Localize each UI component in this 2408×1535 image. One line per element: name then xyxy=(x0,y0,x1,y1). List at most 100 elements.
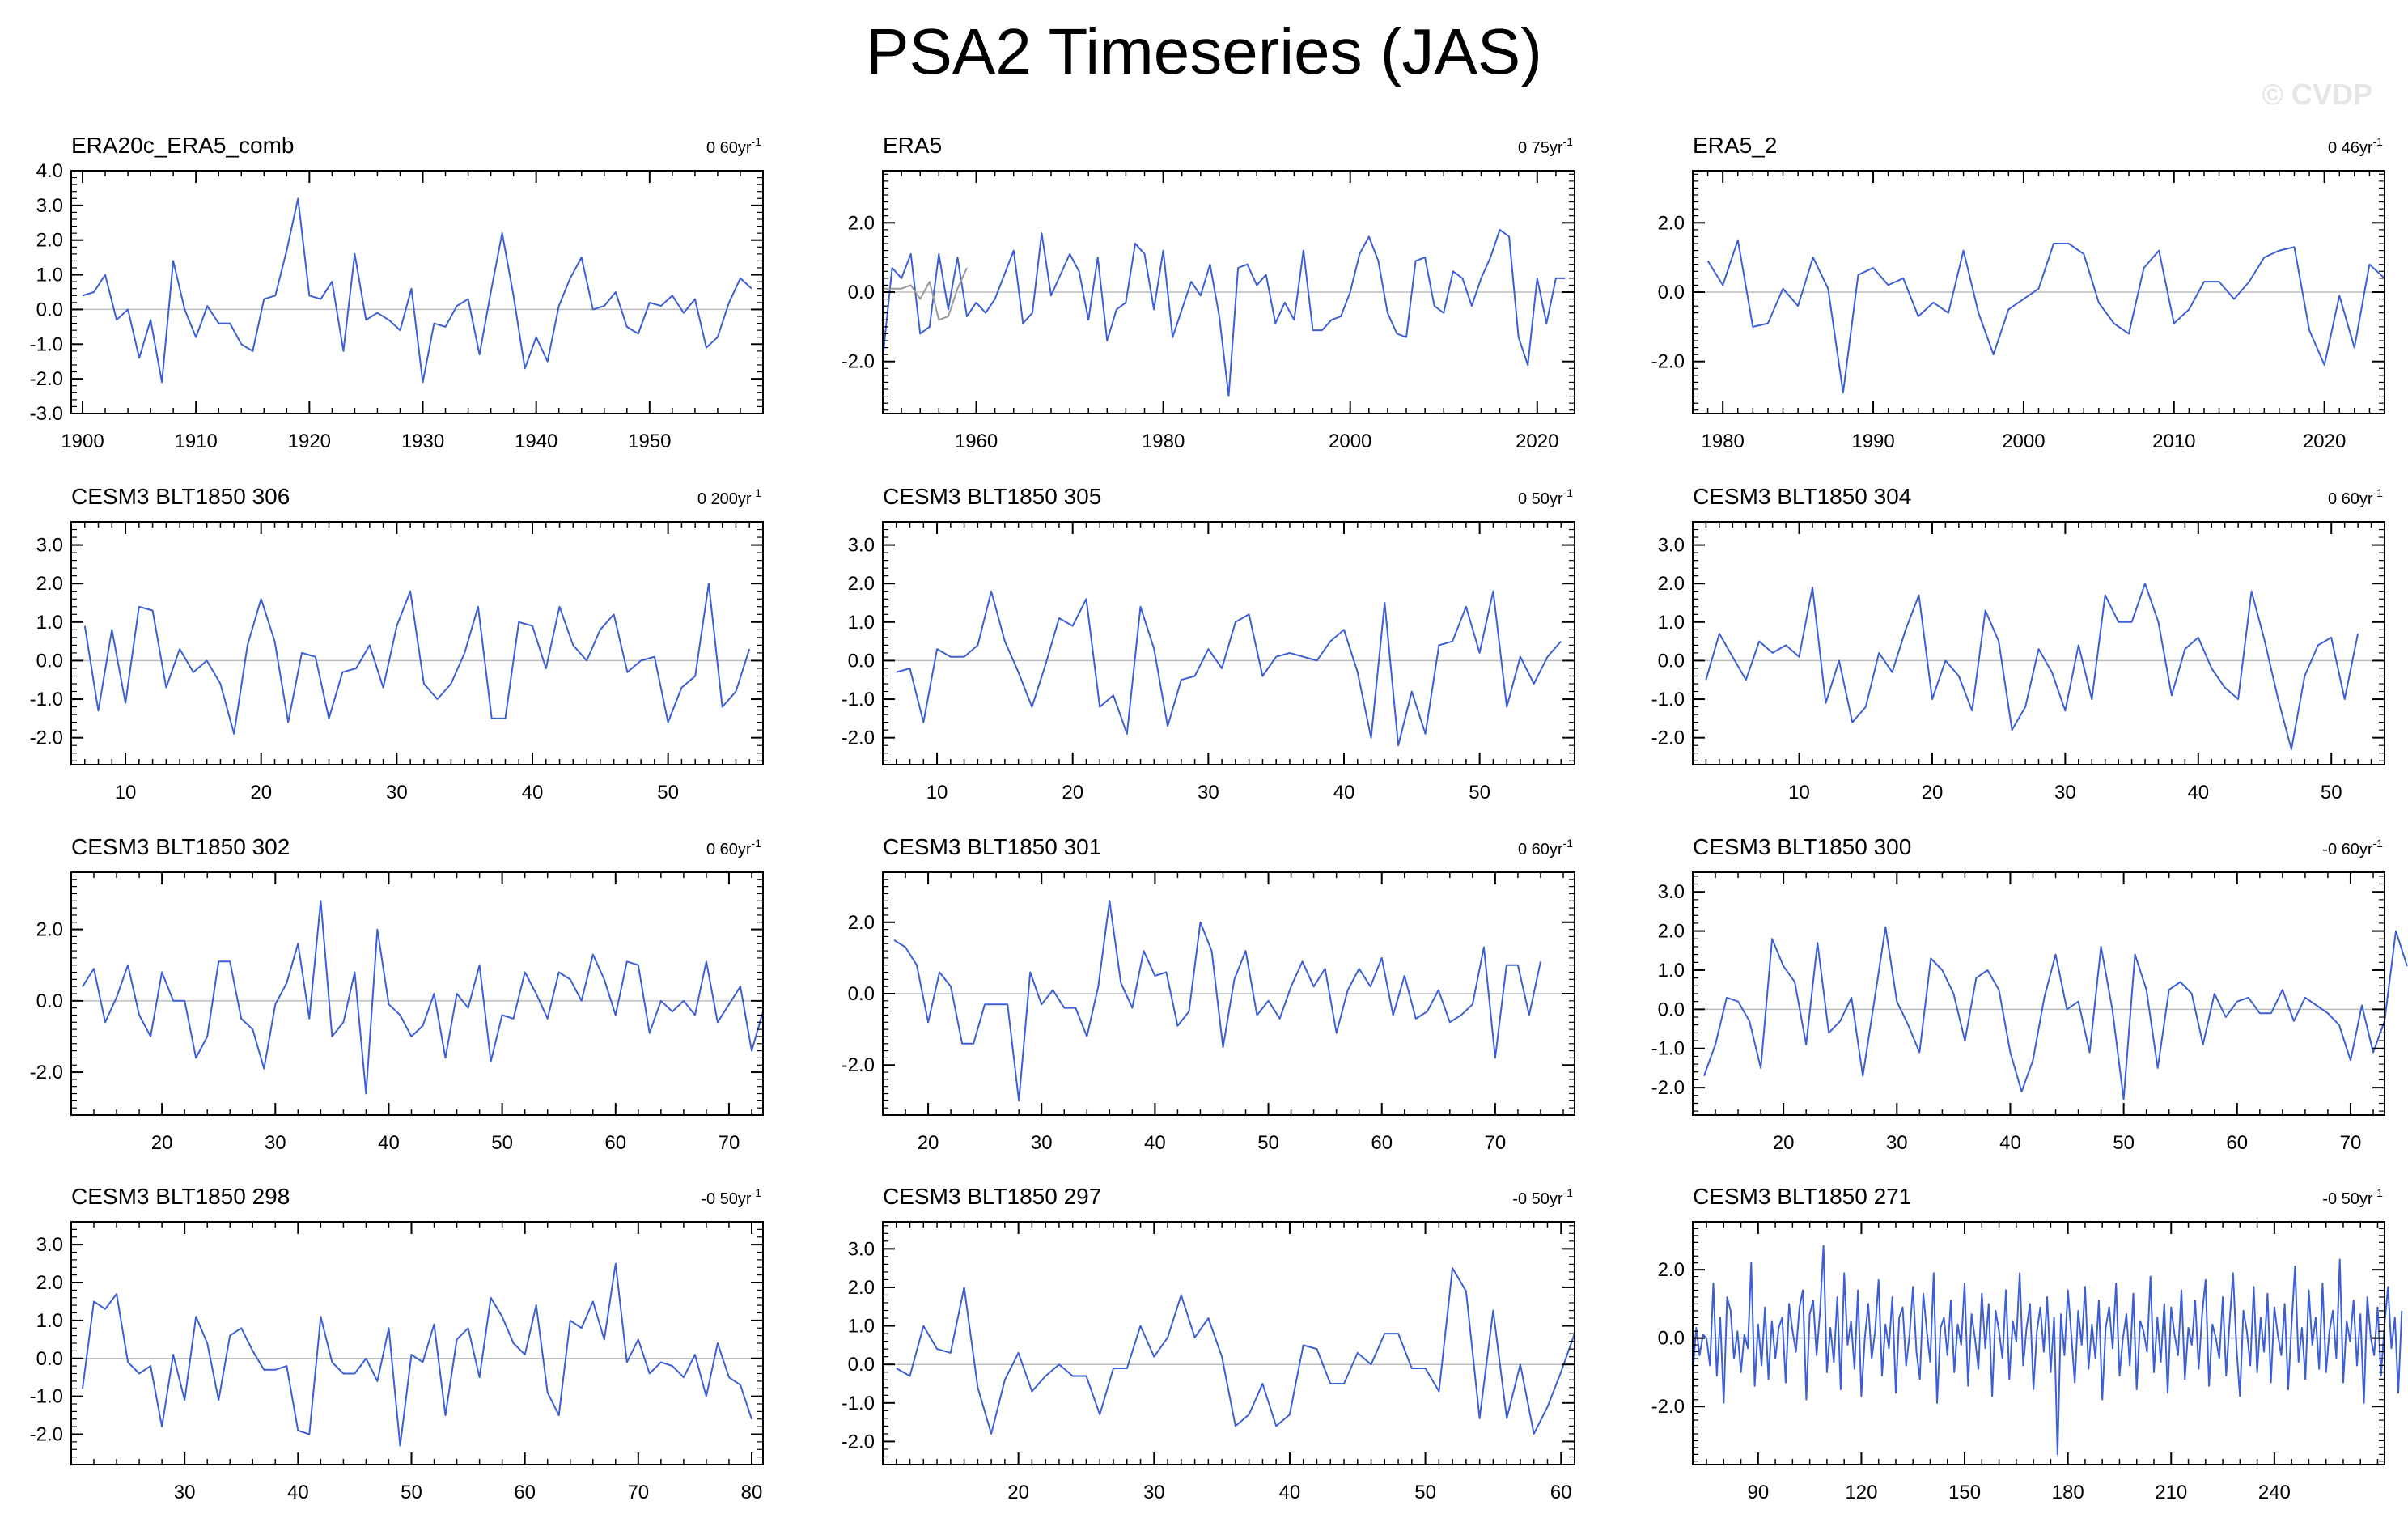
x-tick-label: 60 xyxy=(1371,1132,1393,1154)
x-tick-label: 2020 xyxy=(1516,430,1558,452)
x-tick-label: 80 xyxy=(741,1482,763,1503)
series-line-2 xyxy=(883,267,968,321)
y-tick-label: 3.0 xyxy=(1658,881,1685,903)
y-tick-label: 2.0 xyxy=(1658,212,1685,234)
y-tick-label: -1.0 xyxy=(30,333,63,355)
series-line-1 xyxy=(1705,583,2359,750)
x-tick-label: 10 xyxy=(926,782,948,804)
chart-panel-6: CESM3 BLT1850 304 0 60yr-1 10 20 30 40 50 -2.0 -… xyxy=(1651,484,2385,804)
panel-title: CESM3 BLT1850 302 xyxy=(71,834,290,859)
panel-title: CESM3 BLT1850 304 xyxy=(1693,484,1911,509)
y-tick-label: 3.0 xyxy=(848,535,875,557)
x-tick-label: 50 xyxy=(491,1132,513,1154)
x-tick-label: 20 xyxy=(918,1132,939,1154)
plot-frame xyxy=(1692,1221,2385,1465)
y-tick-label: 0.0 xyxy=(36,1348,63,1370)
y-tick-label: -2.0 xyxy=(30,1062,63,1083)
trend-label: 0 200yr-1 xyxy=(697,486,761,508)
chart-panel-3: ERA5_2 0 46yr-1 1980 1990 2000 2010 2020 -2.0 0.… xyxy=(1651,133,2385,452)
chart-panel-5: CESM3 BLT1850 305 0 50yr-1 10 20 30 40 50 -2.0 -… xyxy=(842,484,1575,804)
x-tick-label: 1950 xyxy=(628,430,671,452)
y-tick-label: -2.0 xyxy=(30,727,63,749)
y-tick-label: -1.0 xyxy=(842,689,875,710)
y-tick-label: 4.0 xyxy=(36,160,63,182)
x-tick-label: 180 xyxy=(2052,1482,2084,1503)
x-tick-label: 30 xyxy=(1886,1132,1908,1154)
x-tick-label: 40 xyxy=(378,1132,400,1154)
trend-exponent: -1 xyxy=(2373,486,2384,499)
y-tick-label: -1.0 xyxy=(1651,1038,1685,1060)
y-tick-label: 1.0 xyxy=(848,1316,875,1338)
x-tick-label: 40 xyxy=(1144,1132,1166,1154)
y-tick-label: 0.0 xyxy=(848,282,875,303)
x-tick-label: 1900 xyxy=(61,430,104,452)
x-tick-label: 20 xyxy=(1773,1132,1795,1154)
x-tick-label: 40 xyxy=(2187,782,2209,804)
x-tick-label: 150 xyxy=(1948,1482,1981,1503)
y-tick-label: 0.0 xyxy=(848,1354,875,1376)
x-tick-label: 50 xyxy=(1414,1482,1436,1503)
plot-frame xyxy=(70,1221,764,1465)
y-tick-label: 2.0 xyxy=(1658,1259,1685,1281)
plot-frame xyxy=(882,521,1575,765)
y-tick-label: 0.0 xyxy=(1658,650,1685,672)
y-tick-label: 0.0 xyxy=(848,983,875,1005)
x-tick-label: 20 xyxy=(1922,782,1944,804)
series-line-1 xyxy=(82,1262,752,1447)
y-tick-label: -2.0 xyxy=(842,351,875,373)
x-tick-label: 2010 xyxy=(2152,430,2195,452)
x-tick-label: 50 xyxy=(1469,782,1490,804)
page-title: PSA2 Timeseries (JAS) xyxy=(866,15,1542,87)
x-tick-label: 60 xyxy=(1550,1482,1572,1503)
chart-panel-11: CESM3 BLT1850 297 -0 50yr-1 20 30 40 50 60 -2.0… xyxy=(842,1184,1575,1503)
x-tick-label: 40 xyxy=(287,1482,309,1503)
x-tick-label: 40 xyxy=(1333,782,1355,804)
x-tick-label: 60 xyxy=(2226,1132,2248,1154)
y-tick-label: 1.0 xyxy=(848,612,875,634)
y-tick-label: 0.0 xyxy=(848,650,875,672)
trend-exponent: -1 xyxy=(1563,486,1574,499)
x-tick-label: 210 xyxy=(2155,1482,2187,1503)
x-tick-label: 1960 xyxy=(955,430,998,452)
chart-panel-7: CESM3 BLT1850 302 0 60yr-1 20 30 40 50 60 70 -2.… xyxy=(30,834,764,1154)
y-tick-label: 0.0 xyxy=(36,650,63,672)
y-tick-label: -1.0 xyxy=(842,1393,875,1414)
plot-frame xyxy=(70,170,764,414)
trend-label: 0 46yr-1 xyxy=(2328,135,2383,157)
y-tick-label: 2.0 xyxy=(36,1272,63,1294)
trend-exponent: -1 xyxy=(752,1186,762,1199)
y-tick-label: 3.0 xyxy=(36,1234,63,1256)
x-tick-label: 90 xyxy=(1747,1482,1769,1503)
trend-label: 0 60yr-1 xyxy=(1518,837,1573,859)
trend-label: -0 60yr-1 xyxy=(2322,837,2383,859)
plot-frame xyxy=(70,871,764,1116)
y-tick-label: 0.0 xyxy=(36,299,63,320)
trend-label: -0 50yr-1 xyxy=(701,1186,761,1208)
trend-label: 0 60yr-1 xyxy=(706,837,761,859)
x-tick-label: 40 xyxy=(1999,1132,2021,1154)
x-tick-label: 20 xyxy=(250,782,272,804)
plot-frame xyxy=(70,521,764,765)
x-tick-label: 2020 xyxy=(2303,430,2346,452)
x-tick-label: 1980 xyxy=(1142,430,1185,452)
x-tick-label: 40 xyxy=(1279,1482,1301,1503)
x-tick-label: 70 xyxy=(1485,1132,1507,1154)
y-tick-label: -1.0 xyxy=(1651,689,1685,710)
x-tick-label: 120 xyxy=(1845,1482,1877,1503)
x-tick-label: 20 xyxy=(1062,782,1083,804)
trend-label: 0 60yr-1 xyxy=(706,135,761,157)
x-tick-label: 50 xyxy=(1257,1132,1279,1154)
y-tick-label: 2.0 xyxy=(36,919,63,941)
x-tick-label: 1920 xyxy=(288,430,331,452)
y-tick-label: -2.0 xyxy=(842,727,875,749)
chart-panel-10: CESM3 BLT1850 298 -0 50yr-1 30 40 50 60 70 80 -2… xyxy=(30,1184,764,1503)
trend-exponent: -1 xyxy=(2373,135,2384,148)
plot-frame xyxy=(882,1221,1575,1465)
x-tick-label: 1980 xyxy=(1701,430,1744,452)
x-tick-label: 50 xyxy=(2321,782,2342,804)
trend-exponent: -1 xyxy=(752,135,762,148)
trend-label: -0 50yr-1 xyxy=(1512,1186,1573,1208)
trend-exponent: -1 xyxy=(1563,837,1574,850)
y-tick-label: 3.0 xyxy=(36,535,63,557)
